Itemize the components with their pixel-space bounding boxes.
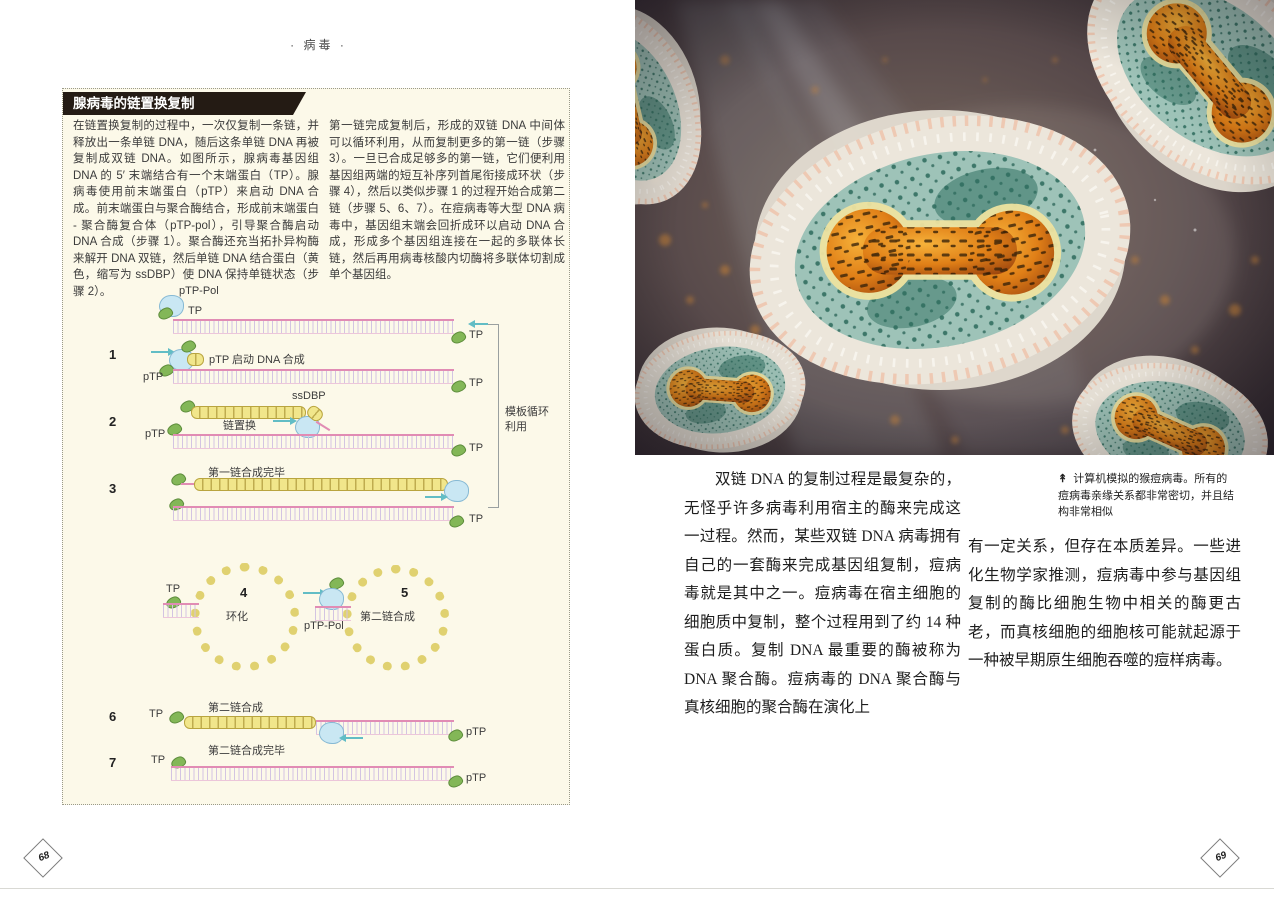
ssdbp-beads bbox=[194, 478, 448, 491]
step-label: 第二链合成 bbox=[208, 702, 263, 714]
dna-duplex bbox=[316, 720, 454, 735]
body-text-col2: 有一定关系，但存在本质差异。一些进化生物学家推测，痘病毒中参与基因组复制的酶比细… bbox=[968, 538, 1241, 669]
photo-caption: ↟ 计算机模拟的猴痘病毒。所有的痘病毒亲缘关系都非常密切，并且结构非常相似 bbox=[1058, 471, 1236, 521]
page-number-right: 69 bbox=[1200, 838, 1240, 878]
panel-text-col1: 在链置换复制的过程中，一次仅复制一条链，并释放出一条单链 DNA，随后这条单链 … bbox=[73, 120, 319, 298]
direction-arrow-icon bbox=[151, 347, 175, 356]
direction-arrow-icon bbox=[339, 733, 363, 742]
step-number: 1 bbox=[109, 347, 117, 362]
step-label: 第一链合成完毕 bbox=[208, 467, 285, 479]
poxvirus-render-image bbox=[635, 0, 1274, 455]
circular-genome bbox=[191, 563, 299, 671]
step-label: 环化 bbox=[226, 611, 248, 623]
direction-arrow-icon bbox=[273, 416, 297, 425]
label-ssdbp: ssDBP bbox=[292, 390, 326, 402]
caption-up-arrow-icon: ↟ bbox=[1058, 473, 1068, 485]
label-tp: TP bbox=[469, 329, 484, 341]
label-ptp: pTP bbox=[145, 428, 166, 440]
step-number: 5 bbox=[401, 585, 409, 600]
tp-protein-icon bbox=[167, 709, 186, 726]
polymerase-icon bbox=[319, 722, 344, 744]
label-tp: TP bbox=[188, 305, 203, 317]
photo-caption-text: 计算机模拟的猴痘病毒。所有的痘病毒亲缘关系都非常密切，并且结构非常相似 bbox=[1058, 473, 1234, 518]
page-edge-rule bbox=[0, 888, 1274, 889]
label-tp: TP bbox=[469, 377, 484, 389]
step-label: 链置换 bbox=[223, 420, 256, 432]
label-ptp: pTP bbox=[466, 726, 487, 738]
label-ptp: pTP bbox=[466, 772, 487, 784]
label-tp: TP bbox=[149, 708, 164, 720]
running-head: · 病毒 · bbox=[290, 38, 347, 52]
label-tp: TP bbox=[151, 754, 166, 766]
dna-duplex bbox=[171, 766, 454, 781]
step-label: 第二链合成完毕 bbox=[208, 745, 285, 757]
dna-duplex bbox=[173, 434, 454, 449]
ssdbp-beads bbox=[187, 353, 204, 366]
label-tp: TP bbox=[469, 513, 484, 525]
body-text-col1: 双链 DNA 的复制过程是最复杂的，无怪乎许多病毒利用宿主的酶来完成这一过程。然… bbox=[684, 471, 961, 716]
label-tp: TP bbox=[166, 583, 181, 595]
step-number: 4 bbox=[240, 585, 248, 600]
polymerase-icon bbox=[444, 480, 469, 502]
strand-tail bbox=[181, 483, 197, 485]
panel-text-col2: 第一链完成复制后，形成的双链 DNA 中间体可以循环利用，从而复制更多的第一链（… bbox=[329, 120, 565, 282]
direction-arrow-icon bbox=[303, 588, 327, 597]
page-number-left: 68 bbox=[23, 838, 63, 878]
panel-title: 腺病毒的链置换复制 bbox=[63, 92, 306, 115]
dna-duplex bbox=[173, 319, 454, 334]
step-number: 2 bbox=[109, 414, 117, 429]
step-label: pTP 启动 DNA 合成 bbox=[209, 354, 305, 366]
ssdbp-beads bbox=[191, 406, 306, 419]
template-reuse-bracket bbox=[488, 324, 499, 508]
label-template-reuse: 模板循环利用 bbox=[505, 406, 549, 433]
direction-arrow-icon bbox=[425, 492, 448, 501]
poxvirus-photo bbox=[635, 0, 1274, 455]
bracket-arrow-icon bbox=[468, 319, 488, 328]
step-number: 3 bbox=[109, 481, 117, 496]
label-ptp: pTP bbox=[143, 371, 164, 383]
label-ptp-pol: pTP-Pol bbox=[179, 285, 219, 297]
step-number: 6 bbox=[109, 709, 117, 724]
label-tp: TP bbox=[469, 442, 484, 454]
dna-duplex bbox=[173, 506, 454, 521]
step-number: 7 bbox=[109, 755, 117, 770]
dna-duplex-stub bbox=[315, 606, 351, 621]
ssdbp-beads bbox=[184, 716, 316, 729]
dna-duplex-stub bbox=[163, 603, 199, 618]
sidebar-panel: 腺病毒的链置换复制 在链置换复制的过程中，一次仅复制一条链，并释放出一条单链 D… bbox=[62, 88, 570, 805]
dna-duplex bbox=[173, 369, 454, 384]
label-ptp-pol: pTP-Pol bbox=[304, 620, 344, 632]
step-label: 第二链合成 bbox=[360, 611, 415, 623]
